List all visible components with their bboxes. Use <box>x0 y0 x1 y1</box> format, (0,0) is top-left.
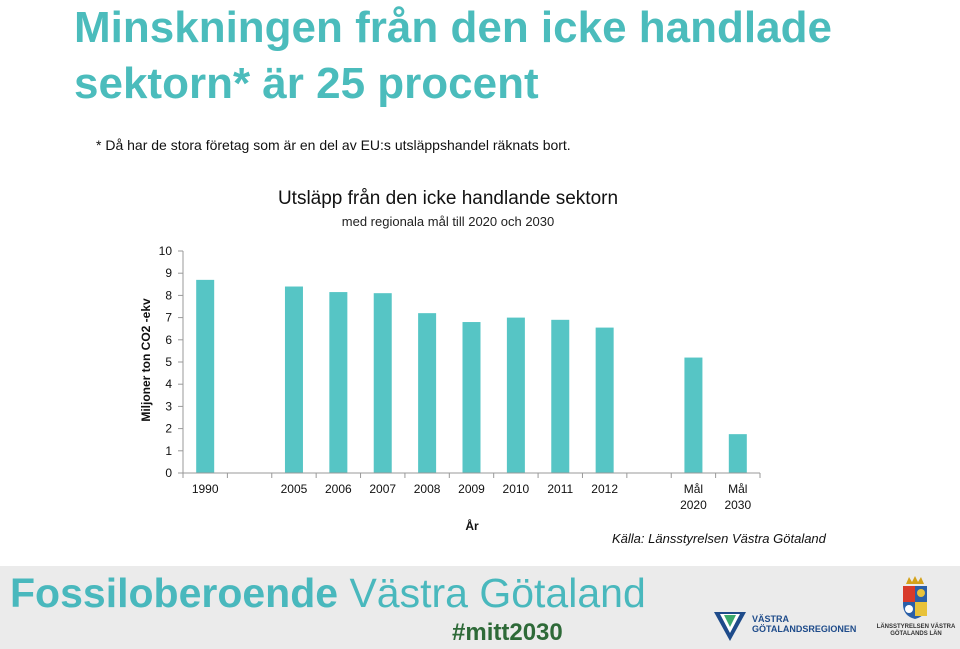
x-axis-title: År <box>465 518 479 533</box>
y-tick-label: 4 <box>165 377 172 391</box>
x-tick-label: Mål <box>684 482 703 496</box>
x-tick-label: 2008 <box>414 482 441 496</box>
brand-bold-text: Fossiloberoende <box>10 570 339 616</box>
y-tick-label: 7 <box>165 311 172 325</box>
vgr-logo-icon <box>714 612 746 641</box>
hashtag: #mitt2030 <box>452 619 563 646</box>
y-tick-label: 9 <box>165 266 172 280</box>
x-tick-label: 2030 <box>724 498 751 512</box>
vgr-name: VÄSTRA GÖTALANDSREGIONEN <box>752 614 857 634</box>
lst-name: LÄNSSTYRELSEN VÄSTRA GÖTALANDS LÄN <box>876 624 956 637</box>
chart-subtitle: med regionala mål till 2020 och 2030 <box>341 214 555 229</box>
y-tick-label: 2 <box>165 422 172 436</box>
x-axis: 1990 2005 2006 2007 2008 2009 2010 2011 2012 Mål 2… <box>182 472 761 533</box>
coat-of-arms-icon <box>903 576 927 619</box>
bar <box>684 357 703 473</box>
footer-band <box>0 566 960 649</box>
chart-title: Utsläpp från den icke handlande sektorn <box>277 188 619 209</box>
y-tick-label: 3 <box>165 399 172 413</box>
source-note: Källa: Länsstyrelsen Västra Götaland <box>612 531 826 546</box>
y-tick-label: 0 <box>165 466 172 480</box>
x-tick-label: 2005 <box>281 482 308 496</box>
footnote: * Då har de stora företag som är en del … <box>96 137 571 153</box>
x-tick-label: 2009 <box>458 482 485 496</box>
x-tick-label: 2012 <box>591 482 618 496</box>
bar <box>196 279 215 473</box>
y-axis-title: Miljoner ton CO2 -ekv <box>139 298 153 422</box>
bar <box>329 292 348 473</box>
slide-title: Minskningen från den icke handlade sekto… <box>74 3 832 108</box>
y-tick-label: 10 <box>159 244 173 258</box>
brand-light-text: Västra Götaland <box>338 570 646 616</box>
bar <box>284 286 303 473</box>
y-tick-label: 6 <box>165 333 172 347</box>
bar <box>506 317 525 473</box>
y-tick-label: 5 <box>165 355 172 369</box>
bar <box>728 434 747 473</box>
x-tick-label: 2011 <box>547 482 573 496</box>
x-tick-label: 2020 <box>680 498 707 512</box>
x-tick-label: 2007 <box>369 482 396 496</box>
bar <box>462 322 481 473</box>
y-tick-label: 8 <box>165 288 172 302</box>
bar <box>373 293 392 473</box>
footer-brand: Fossiloberoende Västra Götaland <box>10 570 646 616</box>
emissions-bar-chart: 0 1 2 3 4 5 6 7 8 9 10 Miljoner ton CO2 -ekv 1990 20… <box>139 244 761 533</box>
x-tick-label: Mål <box>728 482 747 496</box>
bar <box>595 327 614 473</box>
y-tick-label: 1 <box>165 444 172 458</box>
bar <box>418 313 437 473</box>
x-tick-label: 2006 <box>325 482 352 496</box>
y-axis: 0 1 2 3 4 5 6 7 8 9 10 Miljoner ton CO2 -ekv <box>139 244 184 480</box>
x-tick-label: 1990 <box>192 482 219 496</box>
x-tick-label: 2010 <box>503 482 530 496</box>
bar <box>551 319 570 473</box>
bars <box>196 279 747 473</box>
